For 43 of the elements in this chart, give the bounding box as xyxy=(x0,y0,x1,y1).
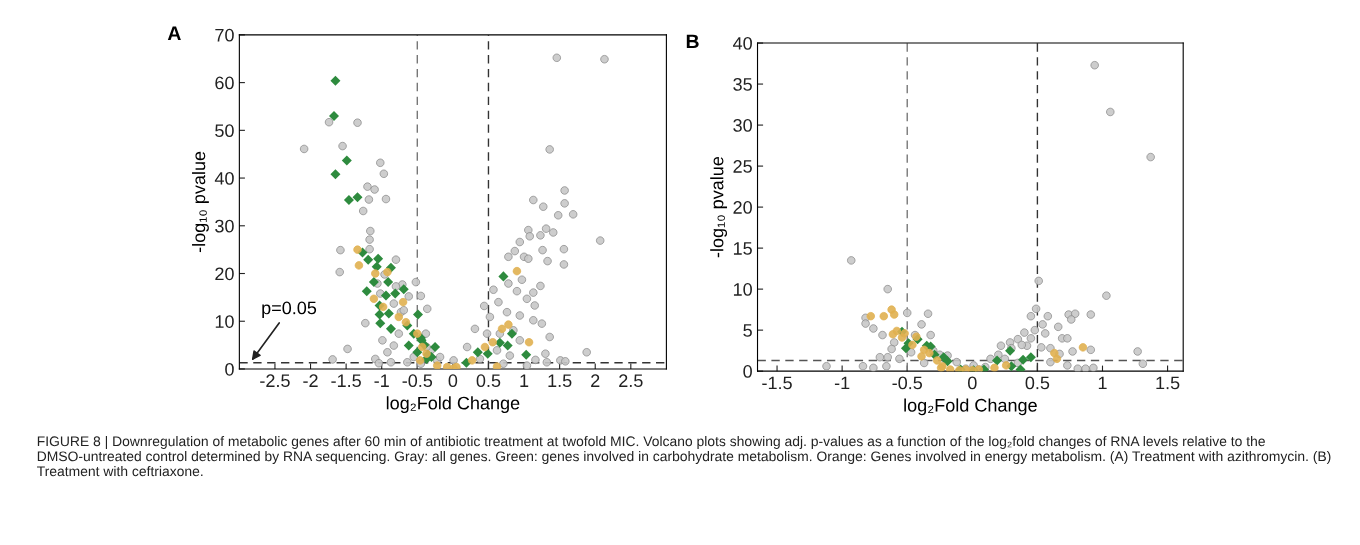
y-tick-label: 0 xyxy=(225,362,234,376)
x-tick-label: 0 xyxy=(448,374,458,388)
annotation: p=0.05 xyxy=(262,301,317,318)
x-tick-label: -1 xyxy=(374,374,389,387)
x-axis-title: log₂Fold Change xyxy=(386,396,520,414)
y-axis-title: -log₁₀ pvalue xyxy=(710,156,728,258)
y-tick-label: 25 xyxy=(733,160,752,173)
y-tick-label: 10 xyxy=(733,283,752,296)
y-tick-label: 15 xyxy=(733,242,752,255)
y-tick-label: 70 xyxy=(215,28,234,42)
y-tick-label: 0 xyxy=(743,365,752,378)
x-tick-label: 1 xyxy=(1098,376,1107,390)
y-tick-label: 20 xyxy=(215,267,234,281)
x-tick-label: 0.5 xyxy=(476,374,501,388)
y-tick-label: 40 xyxy=(214,171,234,185)
y-tick-label: 30 xyxy=(215,219,234,233)
x-tick-label: -1.5 xyxy=(331,374,361,388)
x-tick-label: -0.5 xyxy=(402,374,433,388)
x-tick-label: 2.5 xyxy=(619,374,643,388)
y-tick-label: 50 xyxy=(215,124,234,138)
chart-title: B xyxy=(686,34,699,49)
y-tick-label: 40 xyxy=(732,36,752,50)
x-tick-label: -1.5 xyxy=(762,376,792,390)
x-axis-title: log₂Fold Change xyxy=(904,398,1037,416)
y-tick-label: 20 xyxy=(733,201,752,214)
y-tick-label: 30 xyxy=(733,119,752,132)
x-tick-label: -2 xyxy=(303,374,318,387)
x-tick-label: -2.5 xyxy=(260,374,290,388)
y-tick-label: 35 xyxy=(733,78,752,91)
y-tick-label: 60 xyxy=(215,76,234,90)
x-tick-label: 1.5 xyxy=(1156,376,1180,390)
y-tick-label: 5 xyxy=(743,324,752,337)
caption: FIGURE 8 | Downregulation of metabolic genes after 60 min of antibiotic treatment at twofold MIC. Volcano plots showing adj. p-values as a function of the log₂fold changes of RNA levels relative to the DMSO-untreated control determined by RNA sequencing. Gray: all genes. Green: genes involved in carbohydrate metabolism. Orange: Genes involved in energy metabolism. (A) Treatment with azithromycin. (B) Treatment with ceftriaxone. xyxy=(37,436,1331,477)
x-tick-label: 1.5 xyxy=(548,374,572,388)
y-axis-title: -log₁₀ pvalue xyxy=(192,151,209,253)
y-tick-label: 10 xyxy=(215,315,234,328)
x-tick-label: 1 xyxy=(520,374,529,387)
x-tick-label: 2 xyxy=(591,374,600,387)
x-tick-label: 0.5 xyxy=(1025,376,1050,390)
x-tick-label: -0.5 xyxy=(892,376,923,390)
x-tick-label: 0 xyxy=(968,376,977,390)
x-tick-label: -1 xyxy=(834,376,850,390)
chart-title: A xyxy=(167,26,181,40)
